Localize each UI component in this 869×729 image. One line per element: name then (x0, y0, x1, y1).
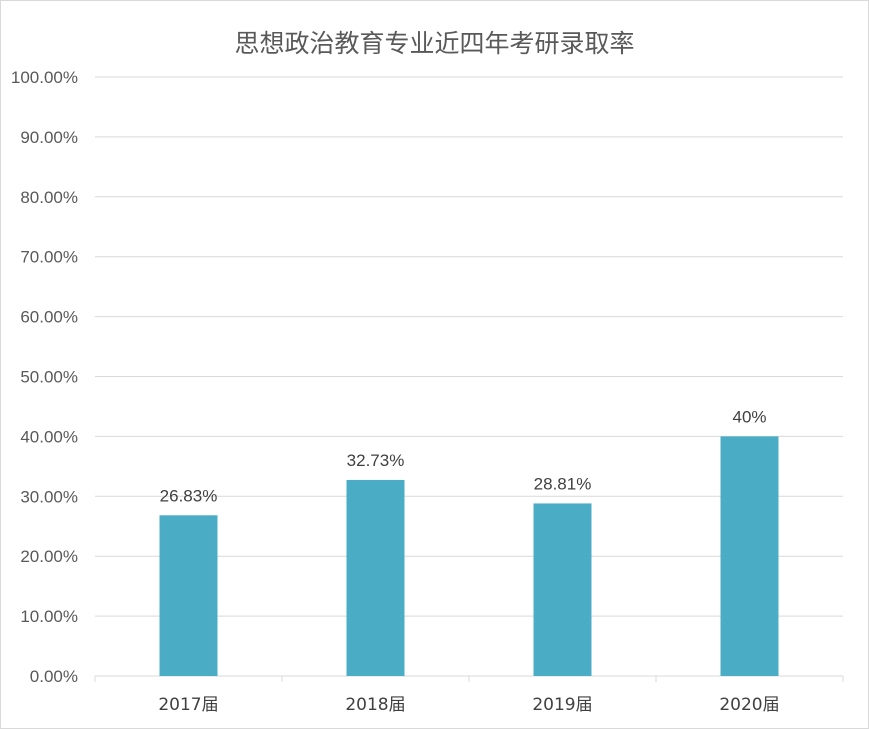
y-tick-label: 70.00% (20, 248, 78, 267)
data-label: 32.73% (347, 451, 405, 470)
y-tick-label: 60.00% (20, 308, 78, 327)
data-label: 40% (732, 407, 766, 426)
x-category-label: 2019届 (532, 695, 592, 715)
data-label: 28.81% (534, 474, 592, 493)
chart-title: 思想政治教育专业近四年考研录取率 (234, 29, 635, 58)
bar (346, 479, 405, 676)
bar (533, 503, 592, 676)
data-label: 26.83% (160, 486, 218, 505)
x-category-label: 2018届 (345, 695, 405, 715)
bar (720, 436, 779, 676)
y-tick-label: 80.00% (20, 188, 78, 207)
y-tick-label: 90.00% (20, 128, 78, 147)
bar (159, 515, 218, 676)
y-tick-label: 50.00% (20, 368, 78, 387)
y-tick-label: 20.00% (20, 547, 78, 566)
x-category-label: 2020届 (719, 695, 779, 715)
y-tick-label: 40.00% (20, 427, 78, 446)
x-category-label: 2017届 (158, 695, 218, 715)
y-tick-label: 30.00% (20, 487, 78, 506)
y-tick-label: 0.00% (30, 667, 78, 686)
y-tick-label: 100.00% (11, 68, 78, 87)
y-tick-label: 10.00% (20, 607, 78, 626)
